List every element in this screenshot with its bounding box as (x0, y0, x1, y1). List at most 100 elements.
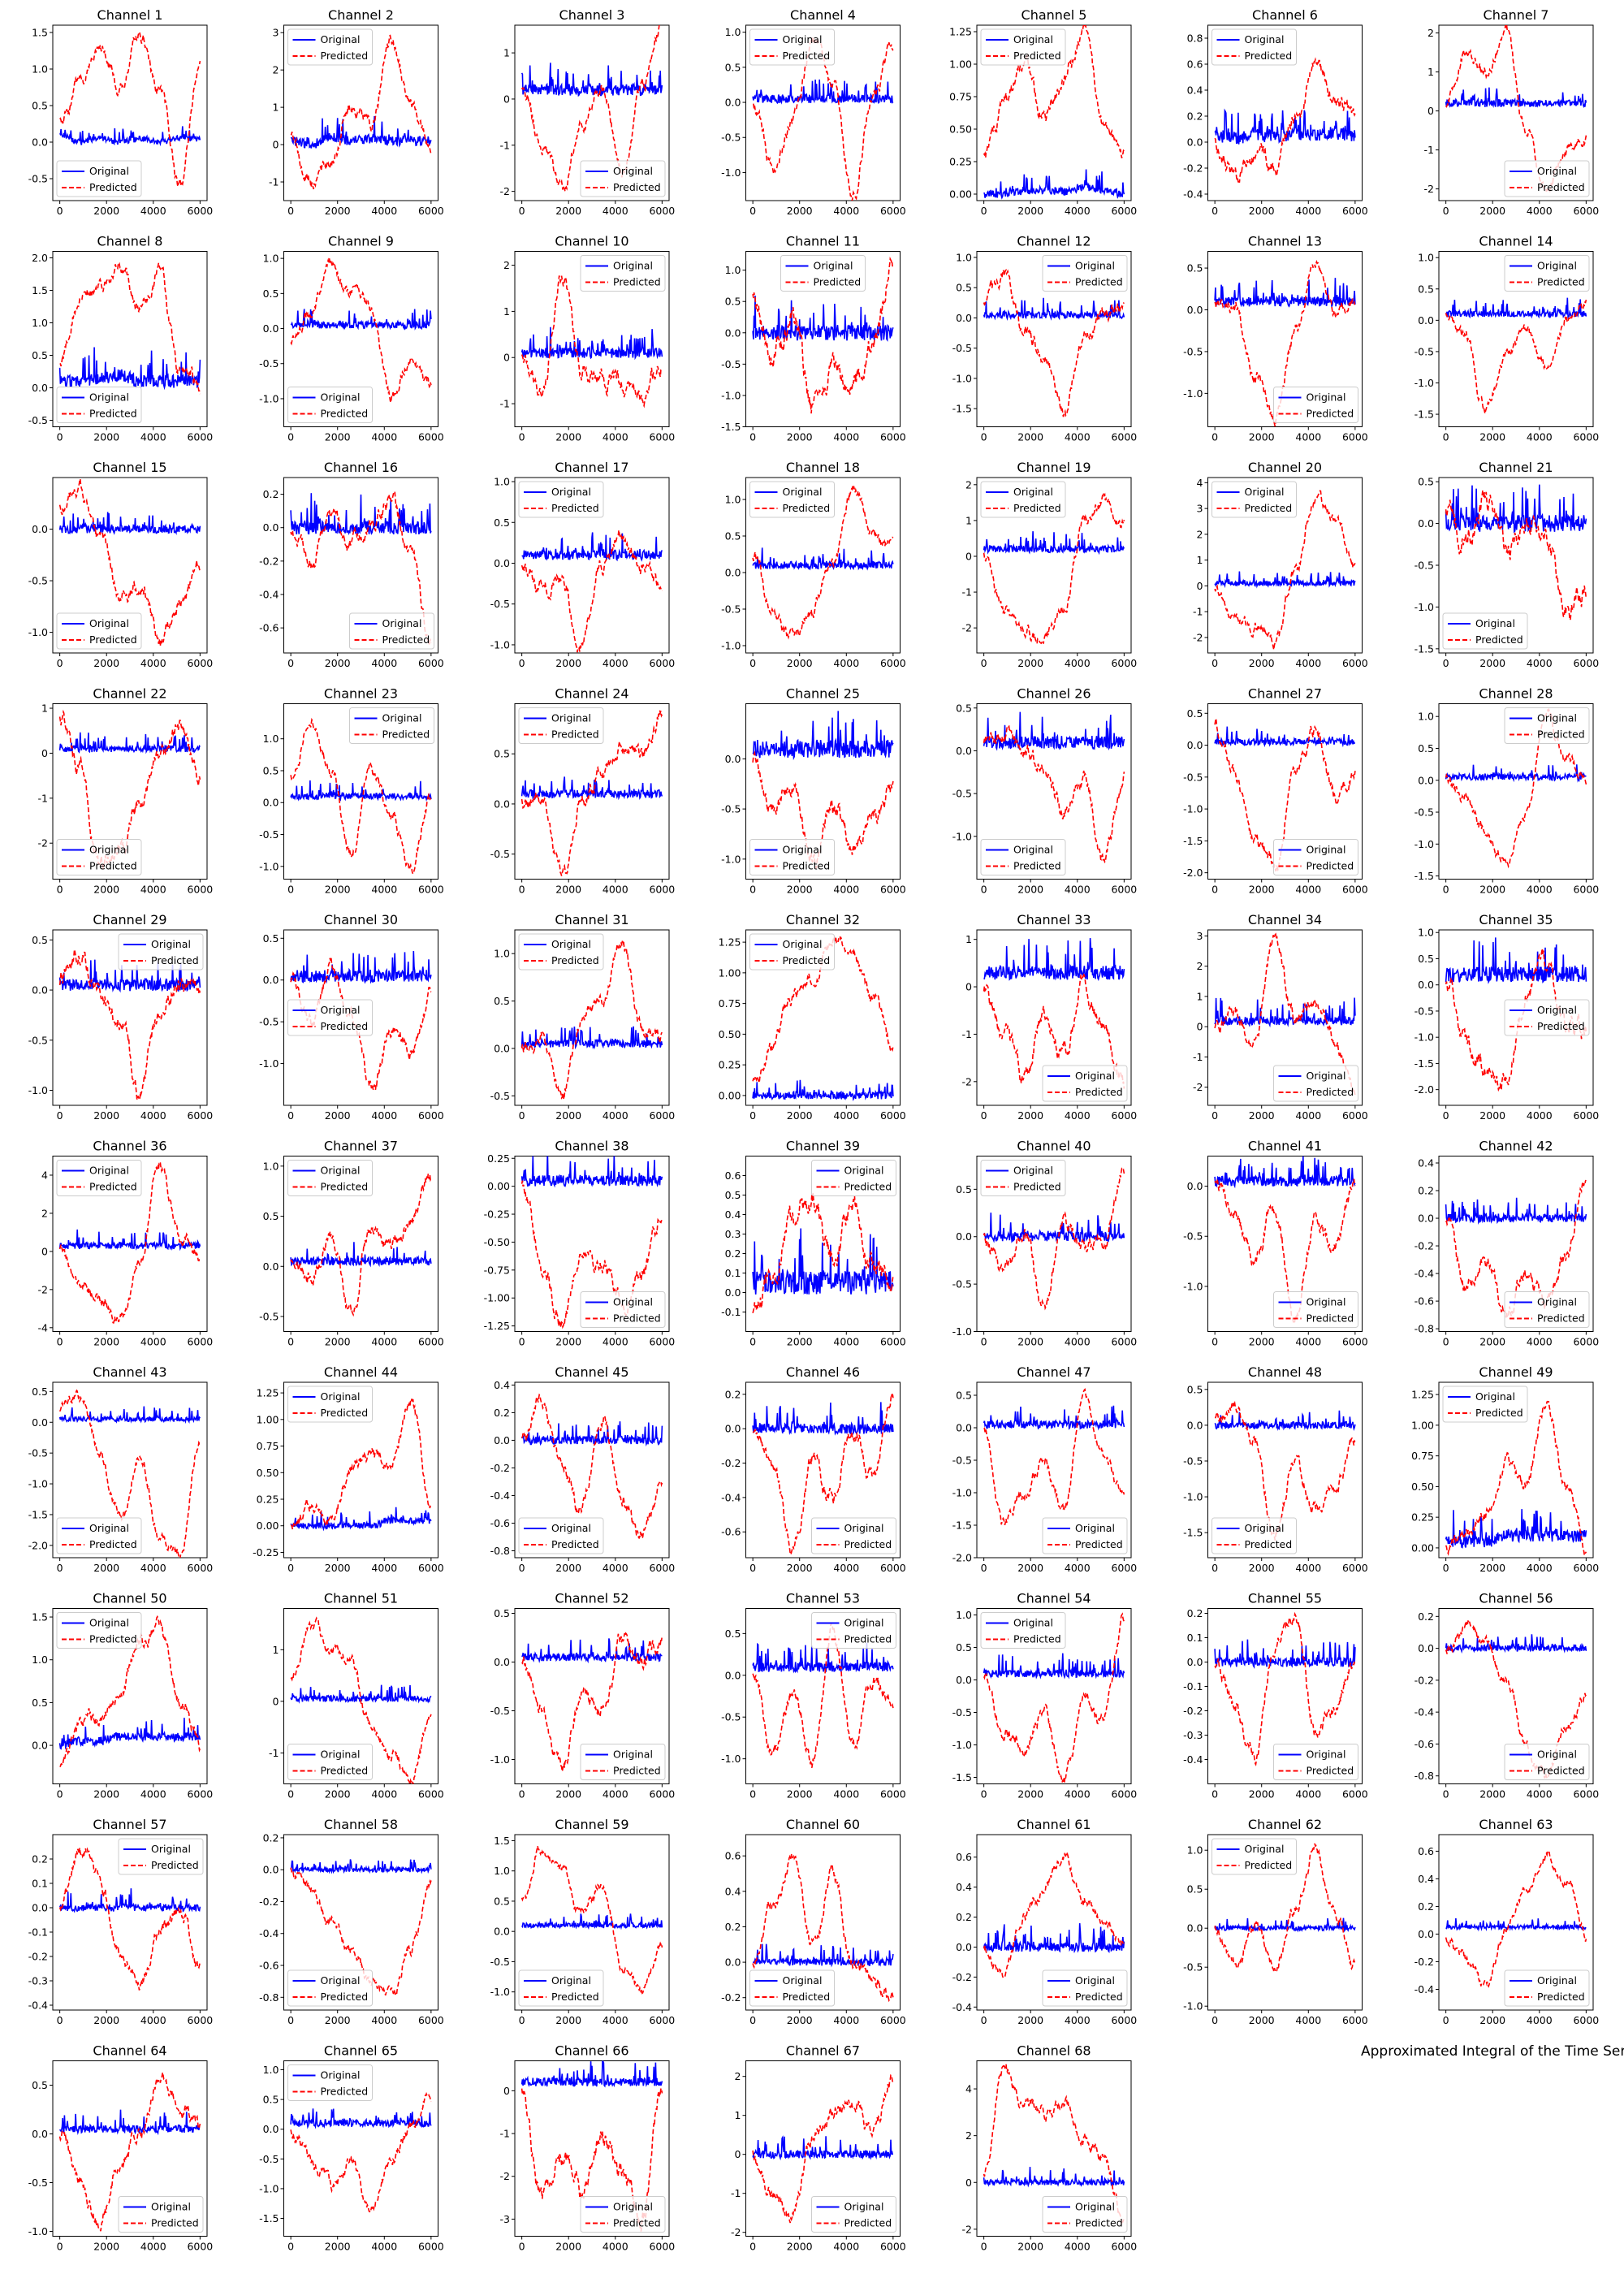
y-tick-label: -2 (1424, 183, 1434, 195)
y-tick-label: 1 (965, 514, 972, 526)
y-tick-label: -1.5 (1415, 870, 1434, 882)
legend: Original Predicted (1273, 1744, 1358, 1780)
x-tick-label: 2000 (1479, 1336, 1505, 1348)
x-tick-label: 0 (57, 1788, 63, 1801)
channel-panel: Channel 7 0 2000 4000 6000 -2 -1 0 1 2 Original Pre… (1424, 7, 1600, 217)
legend: Original Predicted (1504, 707, 1590, 744)
series-predicted-line (983, 724, 1125, 863)
channel-panel: Channel 52 0 2000 4000 6000 -1.0 -0.5 0.0 0.5 Ori… (490, 1591, 676, 1801)
y-tick-label: -1.0 (1183, 2000, 1203, 2012)
legend-label-predicted: Predicted (613, 276, 661, 288)
channel-panel: Channel 59 0 2000 4000 6000 -1.0 -0.5 0.0 0.5 1.0… (490, 1817, 676, 2026)
series-original-line (1214, 1917, 1356, 1933)
x-tick-label: 4000 (833, 657, 859, 669)
series-predicted-line (1214, 1400, 1356, 1541)
y-tick-label: 1.0 (725, 264, 741, 276)
legend: Original Predicted (749, 933, 835, 971)
x-tick-label: 0 (287, 657, 294, 669)
y-tick-label: -1.5 (952, 1771, 972, 1783)
series-original-line (1445, 1918, 1587, 1932)
y-tick-label: 2 (1197, 528, 1203, 540)
series-original-line (290, 780, 432, 802)
x-tick-label: 6000 (418, 2241, 444, 2253)
legend: Original Predicted (287, 999, 373, 1036)
legend: Original Predicted (811, 1612, 896, 1649)
y-tick-label: 0.2 (1418, 1610, 1434, 1623)
x-tick-label: 0 (1443, 657, 1449, 669)
y-tick-label: 0.0 (32, 984, 48, 996)
x-tick-label: 4000 (140, 205, 166, 217)
panel-title: Channel 35 (1479, 912, 1553, 927)
series-predicted-line (58, 949, 201, 1103)
y-tick-label: -0.8 (259, 1991, 279, 2004)
x-tick-label: 6000 (880, 1336, 906, 1348)
y-tick-label: -1.0 (721, 853, 741, 865)
y-tick-label: 1.0 (725, 26, 741, 38)
series-predicted-line (983, 25, 1125, 158)
y-tick-label: -2 (38, 1283, 48, 1295)
y-tick-label: 0.5 (1418, 283, 1434, 295)
series-original-line (1214, 1639, 1356, 1670)
legend-label-original: Original (551, 486, 591, 498)
legend-label-original: Original (783, 1974, 823, 1987)
y-tick-label: -1 (38, 792, 48, 804)
y-tick-label: -1.0 (721, 166, 741, 179)
y-tick-label: -1.0 (1183, 803, 1203, 815)
axes-frame (745, 929, 901, 1106)
y-tick-label: -0.6 (490, 1517, 510, 1529)
x-tick-label: 6000 (880, 2014, 906, 2026)
series-predicted-line (290, 34, 432, 190)
legend-label-predicted: Predicted (1475, 1407, 1523, 1419)
x-tick-label: 2000 (1479, 1788, 1505, 1801)
series-original-line (1214, 108, 1356, 145)
axes-frame (1438, 703, 1594, 880)
x-tick-label: 2000 (93, 1788, 119, 1801)
panel-title: Channel 56 (1479, 1591, 1553, 1606)
y-tick-label: -2.0 (28, 1539, 48, 1551)
legend: Original Predicted (580, 1291, 666, 1328)
y-tick-label: 0.4 (1418, 1873, 1434, 1885)
legend-label-original: Original (89, 1165, 129, 1177)
legend-label-original: Original (1307, 1296, 1346, 1308)
y-tick-label: 0.5 (1187, 707, 1203, 720)
x-tick-label: 4000 (1065, 1788, 1091, 1801)
x-tick-label: 4000 (371, 1788, 397, 1801)
series-original-line (752, 1402, 894, 1436)
x-tick-label: 2000 (555, 2014, 581, 2026)
y-tick-label: 0.0 (956, 1422, 972, 1434)
y-tick-label: -0.5 (490, 1090, 510, 1102)
y-tick-label: 0.5 (956, 702, 972, 714)
x-tick-label: 2000 (555, 657, 581, 669)
y-tick-label: -0.5 (28, 2177, 48, 2189)
y-tick-label: -1 (1193, 606, 1203, 618)
series-original-line (752, 295, 894, 342)
x-tick-label: 6000 (1573, 1109, 1599, 1122)
channel-panel: Channel 23 0 2000 4000 6000 -1.0 -0.5 0.0 0.5 1.0… (259, 686, 444, 896)
legend-label-original: Original (1245, 486, 1285, 498)
y-tick-label: 0.4 (494, 1379, 510, 1391)
y-tick-label: -1.0 (1183, 1491, 1203, 1503)
y-tick-label: 0.0 (1187, 1656, 1203, 1668)
x-tick-label: 6000 (1111, 2014, 1137, 2026)
legend-label-predicted: Predicted (321, 50, 369, 62)
legend-label-predicted: Predicted (783, 860, 831, 872)
legend: Original Predicted (1273, 1291, 1358, 1328)
x-tick-label: 4000 (140, 1562, 166, 1574)
x-tick-label: 6000 (649, 1562, 675, 1574)
x-tick-label: 6000 (187, 2014, 213, 2026)
x-tick-label: 2000 (787, 2014, 813, 2026)
series-predicted-line (983, 1852, 1125, 1979)
y-tick-label: 1.00 (257, 1413, 279, 1425)
channel-panel: Channel 19 0 2000 4000 6000 -2 -1 0 1 2 Original Pr… (962, 460, 1138, 669)
x-tick-label: 4000 (371, 2014, 397, 2026)
y-tick-label: 0.0 (1418, 979, 1434, 991)
x-tick-label: 6000 (880, 205, 906, 217)
y-tick-label: -0.5 (1183, 1230, 1203, 1243)
legend-label-predicted: Predicted (151, 2217, 199, 2229)
y-tick-label: -0.5 (28, 173, 48, 185)
y-tick-label: 0.50 (257, 1467, 279, 1479)
panel-title: Channel 15 (93, 460, 166, 475)
y-tick-label: 1.25 (719, 936, 741, 949)
x-tick-label: 0 (981, 431, 987, 443)
series-predicted-line (290, 1867, 432, 1997)
